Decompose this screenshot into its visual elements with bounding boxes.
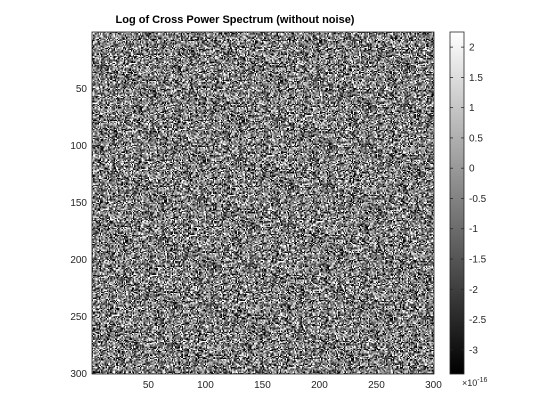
colorbar-tick-label: -1 [469,224,478,235]
y-tick-label: 300 [70,369,87,380]
colorbar-tick-label: -2.5 [469,315,487,326]
colorbar-tick-label: 1 [469,103,475,114]
y-axis: 50 100 150 200 250 300 [70,84,434,380]
x-tick-label: 250 [368,380,385,391]
chart-title: Log of Cross Power Spectrum (without noi… [116,14,355,26]
colorbar-tick-label: -3 [469,345,478,356]
colorbar: 2 1.5 1 0.5 0 -0.5 -1 -1.5 -2 -2.5 -3 ×10-16 [449,31,488,388]
colorbar-tick-label: -1.5 [469,254,487,265]
x-tick-label: 300 [425,380,442,391]
y-tick-label: 250 [70,312,87,323]
x-axis: 50 100 150 200 250 300 [143,32,442,391]
y-tick-label: 50 [76,84,88,95]
plot-area [91,31,435,375]
x-tick-label: 150 [254,380,271,391]
heatmap-image [92,32,434,374]
y-tick-label: 100 [70,141,87,152]
colorbar-tick-label: -0.5 [469,194,487,205]
colorbar-tick-label: 0.5 [469,133,483,144]
axes-box [91,31,435,375]
colorbar-tick-label: -2 [469,285,478,296]
x-tick-label: 100 [197,380,214,391]
y-tick-label: 200 [70,255,87,266]
colorbar-tick-label: 0 [469,164,475,175]
colorbar-exponent: ×10-16 [462,377,488,388]
x-tick-label: 50 [143,380,155,391]
colorbar-box [449,31,465,375]
colorbar-ticks: 2 1.5 1 0.5 0 -0.5 -1 -1.5 -2 -2.5 -3 [450,43,487,356]
x-tick-label: 200 [311,380,328,391]
colorbar-gradient [450,32,464,374]
y-tick-label: 150 [70,198,87,209]
colorbar-tick-label: 1.5 [469,73,483,84]
colorbar-tick-label: 2 [469,43,475,54]
